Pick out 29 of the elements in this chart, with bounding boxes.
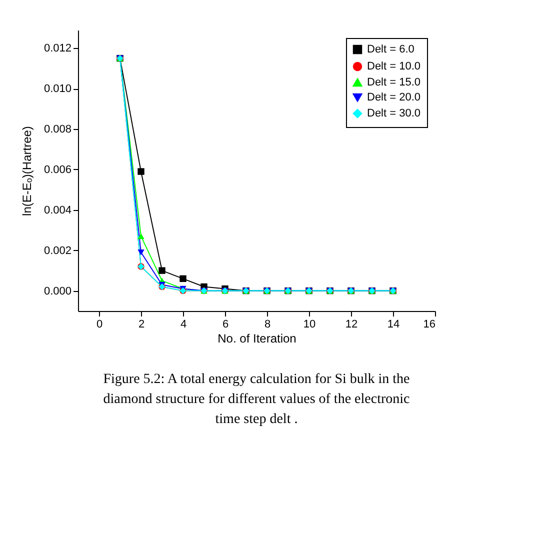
y-tick-label: 0.008 — [44, 124, 72, 136]
y-tick-label: 0.004 — [44, 204, 72, 216]
x-tick-label: 4 — [180, 318, 187, 330]
x-tick-label: 12 — [345, 318, 358, 330]
x-tick-label: 0 — [96, 318, 103, 330]
x-tick-label: 14 — [387, 318, 400, 330]
legend-label: Delt = 15.0 — [367, 76, 421, 88]
legend-label: Delt = 6.0 — [367, 44, 414, 56]
y-tick-label: 0.012 — [44, 42, 72, 55]
point — [158, 267, 166, 274]
x-axis-title: No. of Iteration — [218, 332, 296, 346]
point — [180, 275, 186, 282]
y-axis-title: ln(E-Eₒ)(Hartree) — [20, 126, 34, 216]
legend-label: Delt = 30.0 — [367, 108, 421, 120]
point — [138, 168, 144, 175]
y-tick-label: 0.000 — [44, 285, 72, 298]
x-tick-label: 10 — [303, 318, 316, 330]
caption: Figure 5.2: A total energy calculation for Si bulk in the diamond structure for different values of the electronic time step delt . — [103, 372, 410, 427]
x-tick-label: 6 — [222, 318, 229, 330]
point — [138, 233, 144, 240]
legend-label: Delt = 20.0 — [367, 92, 421, 104]
x-tick-label: 2 — [138, 318, 145, 330]
legend-label: Delt = 10.0 — [367, 60, 421, 72]
x-tick-label: 8 — [264, 318, 271, 330]
point — [138, 249, 144, 256]
x-tick-label: 16 — [423, 318, 436, 330]
y-tick-label: 0.010 — [44, 83, 72, 96]
y-tick-label: 0.002 — [44, 244, 72, 257]
y-tick-label: 0.006 — [44, 164, 72, 176]
